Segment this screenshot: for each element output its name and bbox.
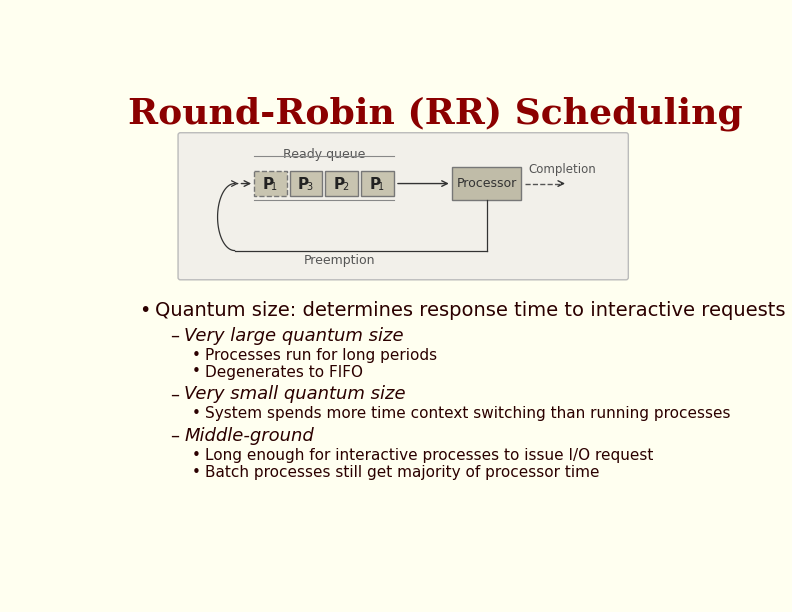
Text: Preemption: Preemption (303, 253, 375, 267)
Text: –: – (170, 427, 179, 445)
Text: Batch processes still get majority of processor time: Batch processes still get majority of pr… (205, 465, 600, 480)
FancyBboxPatch shape (361, 171, 394, 196)
Text: 1: 1 (271, 182, 277, 192)
FancyBboxPatch shape (290, 171, 322, 196)
Text: Degenerates to FIFO: Degenerates to FIFO (205, 365, 364, 379)
Text: P: P (333, 177, 345, 192)
Text: Completion: Completion (528, 163, 596, 176)
Text: •: • (192, 348, 201, 362)
Text: System spends more time context switching than running processes: System spends more time context switchin… (205, 406, 731, 421)
Text: •: • (192, 406, 201, 421)
Text: Middle-ground: Middle-ground (185, 427, 314, 445)
Text: Processor: Processor (456, 177, 516, 190)
Text: 2: 2 (342, 182, 348, 192)
Text: Quantum size: determines response time to interactive requests: Quantum size: determines response time t… (154, 300, 786, 319)
Text: •: • (139, 300, 150, 319)
Text: •: • (192, 465, 201, 480)
Text: 1: 1 (378, 182, 384, 192)
Text: Round-Robin (RR) Scheduling: Round-Robin (RR) Scheduling (128, 96, 743, 131)
Text: •: • (192, 365, 201, 379)
Text: Processes run for long periods: Processes run for long periods (205, 348, 437, 362)
Text: Ready queue: Ready queue (283, 148, 365, 161)
Text: Long enough for interactive processes to issue I/O request: Long enough for interactive processes to… (205, 447, 653, 463)
Text: P: P (262, 177, 273, 192)
Text: Very small quantum size: Very small quantum size (185, 386, 406, 403)
Text: P: P (298, 177, 309, 192)
FancyBboxPatch shape (254, 171, 287, 196)
Text: –: – (170, 327, 179, 345)
Text: Very large quantum size: Very large quantum size (185, 327, 404, 345)
Text: P: P (369, 177, 380, 192)
Text: 3: 3 (307, 182, 313, 192)
FancyBboxPatch shape (451, 167, 521, 200)
FancyBboxPatch shape (178, 133, 628, 280)
Text: –: – (170, 386, 179, 403)
FancyBboxPatch shape (326, 171, 358, 196)
Text: •: • (192, 447, 201, 463)
